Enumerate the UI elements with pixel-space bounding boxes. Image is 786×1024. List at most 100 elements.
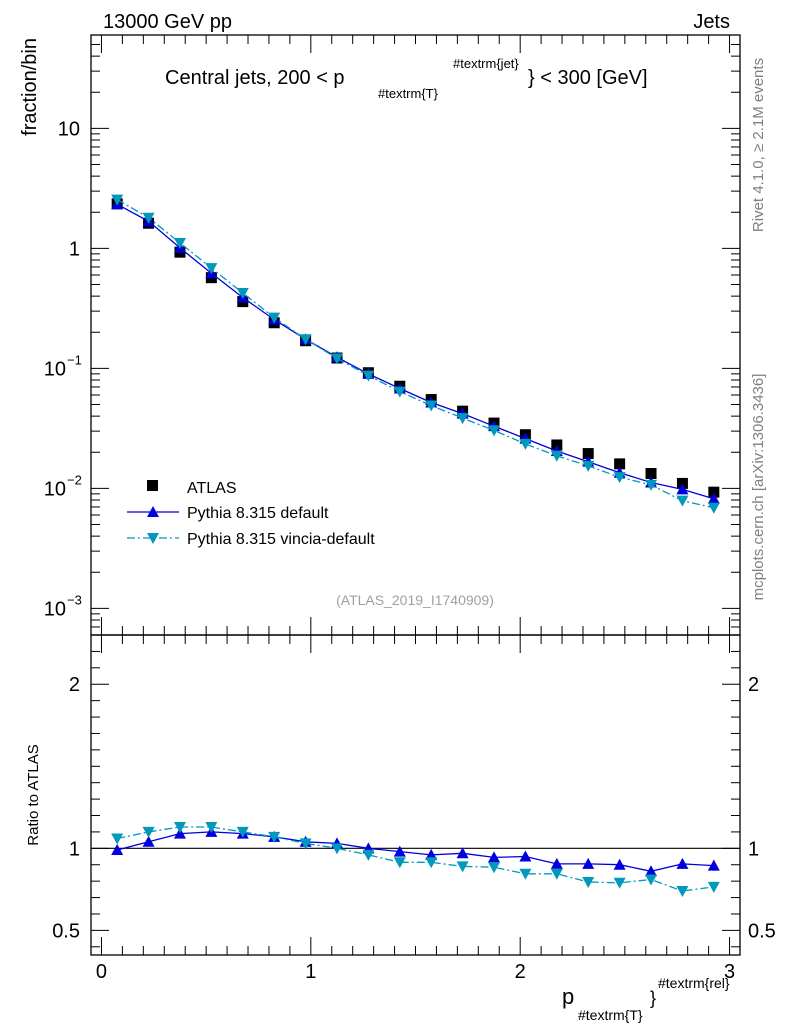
main-point-vincia (645, 479, 658, 491)
x-axis-label-main: p (562, 984, 574, 1009)
ratio-point-vincia (330, 843, 343, 855)
ratio-point-vincia (111, 833, 124, 845)
ratio-point-vincia (488, 862, 501, 874)
ratio-point-default (456, 847, 469, 859)
main-point-vincia (236, 287, 249, 299)
main-y-axis-label: fraction/bin (19, 38, 41, 136)
ratio-point-default (173, 827, 186, 839)
rivet-version-label: Rivet 4.1.0, ≥ 2.1M events (750, 58, 767, 232)
main-y-tick-exponent: −1 (67, 352, 82, 367)
ratio-y-tick-label-right: 1 (748, 838, 759, 860)
ratio-point-default (425, 848, 438, 860)
main-point-atlas (676, 477, 688, 489)
main-y-tick-label: 1 (69, 238, 80, 260)
main-point-vincia (299, 334, 312, 346)
ratio-point-vincia (205, 822, 218, 833)
main-y-tick-exponent: −2 (67, 472, 82, 487)
ratio-point-default (613, 858, 626, 870)
analysis-watermark: (ATLAS_2019_I1740909) (336, 592, 494, 608)
legend-marker-atlas (147, 480, 158, 491)
main-y-tick-label: 10 (58, 118, 80, 140)
main-point-vincia (142, 212, 155, 224)
main-line-vincia (116, 199, 714, 509)
main-point-vincia (111, 194, 124, 206)
ratio-point-vincia (299, 838, 312, 850)
x-axis-label-brace: } (650, 988, 656, 1008)
chart-title-tail: } < 300 [GeV] (528, 67, 648, 89)
main-point-vincia (456, 413, 469, 425)
main-point-vincia (488, 425, 501, 437)
ratio-line-default (117, 831, 714, 872)
ratio-point-vincia (613, 877, 626, 889)
main-y-tick-label: 10 (44, 478, 66, 500)
ratio-point-default (676, 857, 689, 869)
x-axis-label-superscript: #textrm{rel} (658, 975, 730, 991)
chart-title-main: Central jets, 200 < p (165, 67, 345, 89)
x-axis-label: p #textrm{T} #textrm{rel} } (562, 975, 730, 1023)
main-y-tick-label: 10 (44, 358, 66, 380)
ratio-point-default (519, 850, 532, 862)
ratio-y-tick-label-right: 2 (748, 674, 759, 696)
legend-label-vincia: Pythia 8.315 vincia-default (187, 531, 375, 548)
chart-title: Central jets, 200 < p #textrm{T} #textrm… (165, 56, 648, 101)
ratio-y-axis-label: Ratio to ATLAS (25, 744, 42, 845)
main-point-vincia (707, 502, 720, 514)
main-point-vincia (550, 450, 563, 462)
main-y-tick-exponent: −3 (67, 592, 82, 607)
main-point-vincia (268, 312, 281, 324)
legend: ATLAS Pythia 8.315 default Pythia 8.315 … (127, 480, 375, 548)
main-point-atlas (645, 468, 657, 480)
mcplots-source-label: mcplots.cern.ch [arXiv:1306.3436] (750, 374, 767, 601)
main-point-vincia (676, 495, 689, 507)
chart-title-superscript: #textrm{jet} (453, 56, 519, 71)
ratio-point-default (550, 857, 563, 869)
main-point-atlas (708, 486, 720, 498)
ratio-point-vincia (425, 857, 438, 869)
ratio-point-vincia (173, 822, 186, 833)
x-tick-label: 0 (96, 961, 107, 983)
ratio-point-default (488, 851, 501, 863)
ratio-point-vincia (519, 868, 532, 880)
main-line-default (116, 203, 714, 500)
ratio-point-vincia (142, 826, 155, 838)
ratio-point-vincia (645, 874, 658, 886)
legend-label-atlas: ATLAS (187, 480, 237, 497)
main-point-vincia (582, 460, 595, 472)
main-point-vincia (425, 400, 438, 412)
main-point-vincia (519, 438, 532, 450)
ratio-point-vincia (456, 861, 469, 873)
legend-marker-vincia (147, 533, 159, 544)
ratio-point-default (142, 835, 155, 847)
ratio-point-vincia (550, 868, 563, 880)
ratio-point-vincia (676, 886, 689, 897)
main-point-atlas (582, 448, 594, 460)
ratio-point-default (393, 845, 406, 857)
main-point-vincia (362, 370, 375, 382)
header-category-label: Jets (693, 11, 730, 33)
main-point-vincia (205, 263, 218, 275)
x-axis-label-subscript: #textrm{T} (578, 1007, 643, 1023)
main-point-vincia (173, 237, 186, 249)
ratio-point-default (707, 859, 720, 871)
main-point-vincia (393, 386, 406, 398)
main-point-vincia (330, 353, 343, 365)
main-y-tick-label: 10 (44, 598, 66, 620)
ratio-y-tick-label-right: 0.5 (748, 920, 776, 942)
ratio-point-vincia (393, 857, 406, 869)
legend-label-default: Pythia 8.315 default (187, 505, 329, 522)
ratio-point-vincia (268, 831, 281, 843)
main-point-default (676, 483, 689, 495)
x-tick-label: 2 (515, 961, 526, 983)
ratio-point-default (111, 843, 124, 855)
ratio-point-vincia (362, 849, 375, 861)
ratio-y-tick-label-left: 0.5 (52, 920, 80, 942)
ratio-line-vincia (117, 826, 714, 892)
ratio-point-vincia (582, 876, 595, 888)
ratio-point-default (582, 857, 595, 869)
header-energy-label: 13000 GeV pp (103, 11, 232, 33)
main-point-vincia (613, 472, 626, 484)
ratio-point-vincia (236, 826, 249, 838)
main-point-atlas (614, 458, 626, 470)
